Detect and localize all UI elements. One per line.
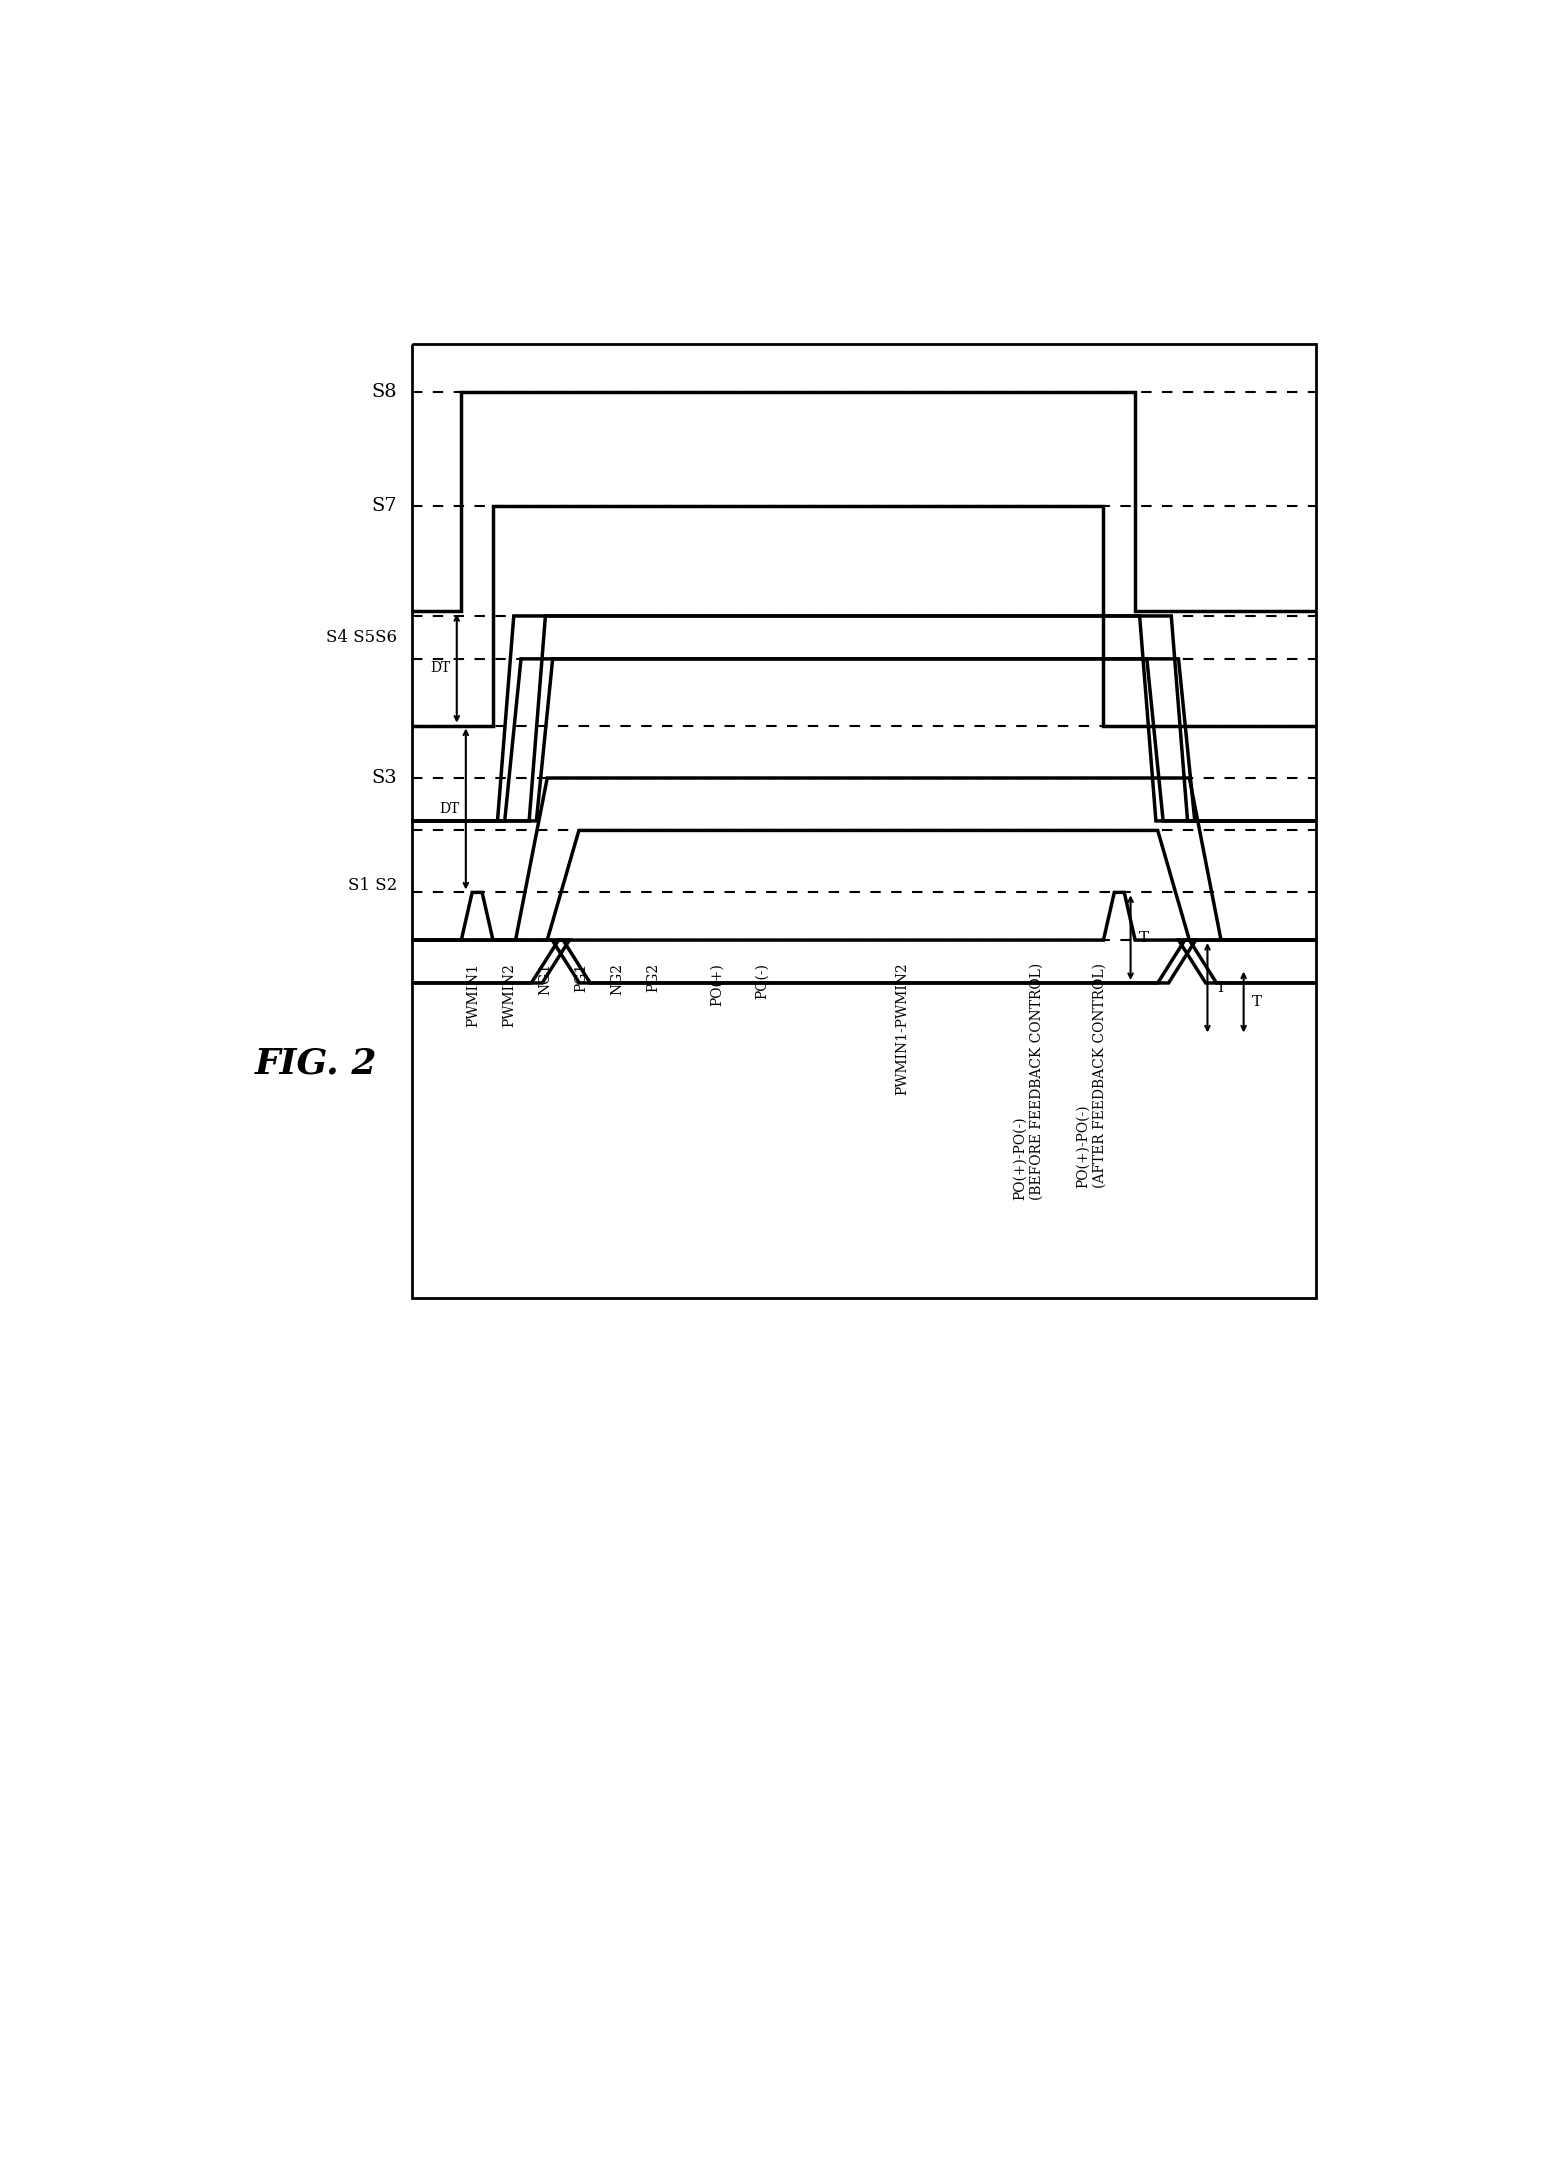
Text: PO(+)-PO(-)
(BEFORE FEEDBACK CONTROL): PO(+)-PO(-) (BEFORE FEEDBACK CONTROL) xyxy=(1013,962,1043,1199)
Text: PWMIN2: PWMIN2 xyxy=(503,962,517,1027)
Text: PG1: PG1 xyxy=(574,962,588,993)
Text: PO(+): PO(+) xyxy=(710,962,724,1006)
Text: T: T xyxy=(1215,982,1226,995)
Text: DT: DT xyxy=(439,801,461,817)
Text: S7: S7 xyxy=(372,497,397,515)
Text: NG1: NG1 xyxy=(538,962,552,995)
Text: S8: S8 xyxy=(372,382,397,402)
Text: NG2: NG2 xyxy=(610,962,624,995)
Text: S4 S5S6: S4 S5S6 xyxy=(327,630,397,645)
Text: DT: DT xyxy=(431,662,451,675)
Text: S1 S2: S1 S2 xyxy=(349,877,397,893)
Text: PG2: PG2 xyxy=(647,962,661,993)
Text: PWMIN1: PWMIN1 xyxy=(465,962,479,1027)
Text: FIG. 2: FIG. 2 xyxy=(255,1047,377,1079)
Text: PWMIN1-PWMIN2: PWMIN1-PWMIN2 xyxy=(895,962,909,1095)
Text: PO(+)-PO(-)
(AFTER FEEDBACK CONTROL): PO(+)-PO(-) (AFTER FEEDBACK CONTROL) xyxy=(1077,962,1106,1188)
Text: T: T xyxy=(1253,995,1262,1010)
Text: PO(-): PO(-) xyxy=(755,962,769,999)
Text: S3: S3 xyxy=(372,769,397,786)
Text: T: T xyxy=(1139,930,1150,945)
